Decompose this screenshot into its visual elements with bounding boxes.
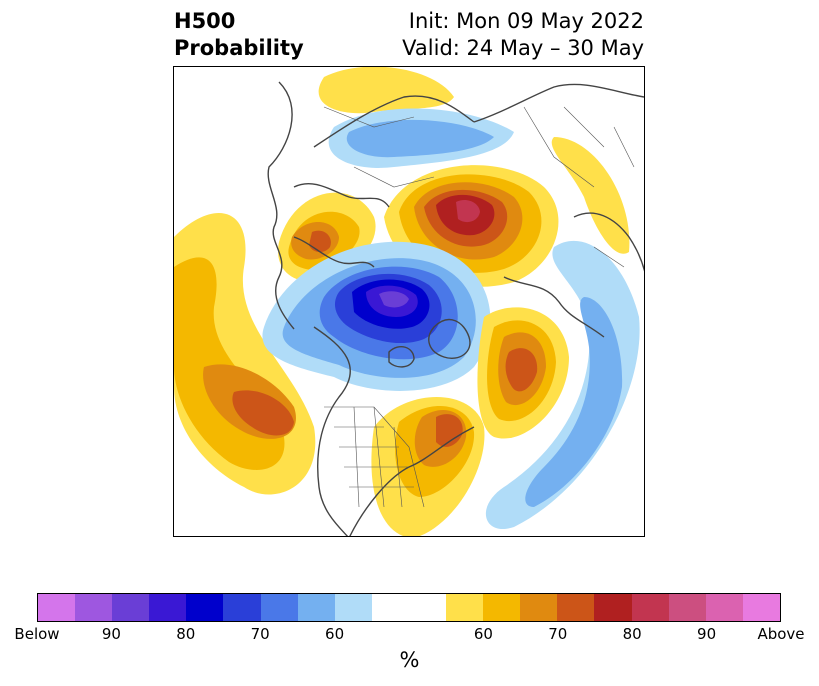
colorbar-segment bbox=[631, 594, 669, 621]
colorbar-segment bbox=[371, 594, 409, 621]
colorbar-segment bbox=[75, 594, 113, 621]
map-panel bbox=[173, 66, 645, 537]
colorbar-segment bbox=[705, 594, 743, 621]
colorbar-segment bbox=[742, 594, 780, 621]
colorbar-segment bbox=[223, 594, 261, 621]
colorbar-segment bbox=[186, 594, 224, 621]
colorbar-tick-label: 90 bbox=[697, 625, 717, 643]
europe-below-anomaly bbox=[328, 108, 514, 168]
init-date: Init: Mon 09 May 2022 bbox=[408, 9, 644, 33]
colorbar-segment bbox=[483, 594, 521, 621]
colorbar bbox=[37, 593, 781, 622]
colorbar-tick-label: 80 bbox=[622, 625, 642, 643]
colorbar-tick-label: 70 bbox=[250, 625, 270, 643]
probability-map bbox=[174, 67, 644, 536]
colorbar-segment bbox=[594, 594, 632, 621]
map-subtitle: Init: Mon 09 May 2022 Valid: 24 May – 30… bbox=[402, 8, 644, 62]
map-title: H500 Probability bbox=[174, 8, 304, 62]
colorbar-tick-label: 80 bbox=[176, 625, 196, 643]
colorbar-segment bbox=[149, 594, 187, 621]
colorbar-tick-label: 70 bbox=[548, 625, 568, 643]
colorbar-tick-label: Below bbox=[14, 625, 60, 643]
colorbar-segment bbox=[446, 594, 484, 621]
colorbar-segment bbox=[557, 594, 595, 621]
title-variable: H500 bbox=[174, 9, 236, 33]
colorbar-segment bbox=[408, 594, 447, 621]
colorbar-segment bbox=[112, 594, 150, 621]
alaska-above-anomaly bbox=[477, 307, 569, 439]
arctic-below-anomaly bbox=[262, 241, 491, 391]
colorbar-tick-label: 60 bbox=[473, 625, 493, 643]
colorbar-segment bbox=[260, 594, 298, 621]
pacific-above-anomaly bbox=[174, 213, 316, 495]
colorbar-tick-label: 60 bbox=[325, 625, 345, 643]
colorbar-ticks: Below 90 80 70 60 60 70 80 90 Above bbox=[0, 625, 819, 645]
coastlines bbox=[267, 81, 644, 536]
valid-range: Valid: 24 May – 30 May bbox=[402, 36, 644, 60]
colorbar-unit: % bbox=[399, 648, 420, 672]
colorbar-segment bbox=[668, 594, 706, 621]
colorbar-segment bbox=[334, 594, 372, 621]
colorbar-segment bbox=[38, 594, 76, 621]
colorbar-tick-label: Above bbox=[757, 625, 805, 643]
pacific-below-anomaly bbox=[485, 240, 640, 529]
colorbar-tick-label: 90 bbox=[101, 625, 121, 643]
siberia-above-anomaly bbox=[318, 67, 630, 254]
title-product: Probability bbox=[174, 36, 304, 60]
colorbar-segment bbox=[297, 594, 335, 621]
borders bbox=[323, 106, 635, 508]
colorbar-segment bbox=[520, 594, 558, 621]
